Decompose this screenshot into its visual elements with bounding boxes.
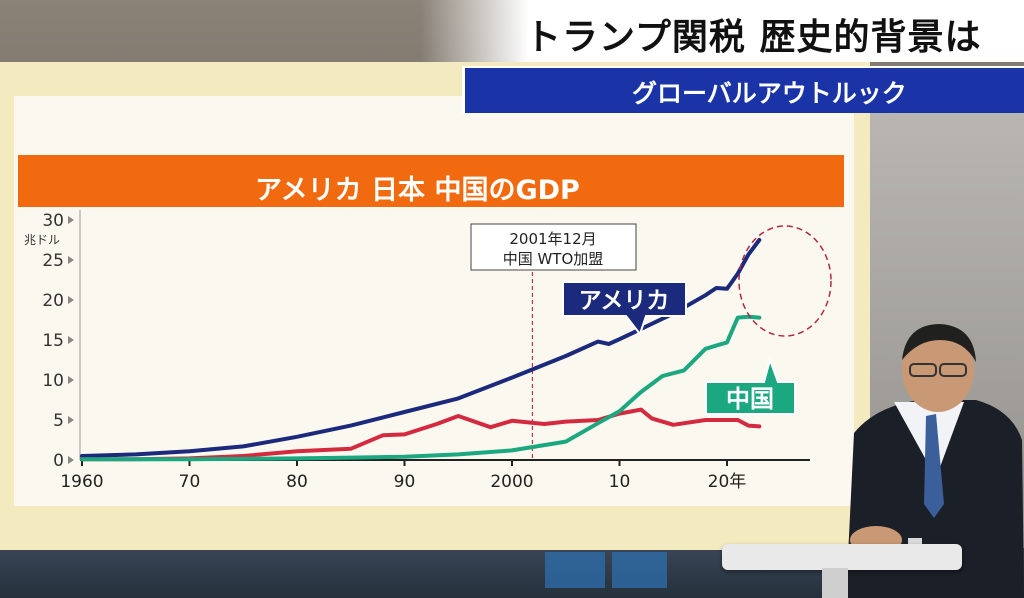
chart-header-bar — [18, 155, 844, 207]
usa-gdp-line — [80, 238, 762, 458]
y-tick-label: 25 — [42, 251, 64, 271]
y-tick-marker — [68, 456, 74, 464]
x-tick-label: 10 — [609, 472, 631, 492]
wto-annotation-date: 2001年12月 — [509, 230, 596, 248]
usa-callout-box — [562, 281, 687, 337]
y-tick-label: 0 — [53, 451, 64, 471]
presenter-desk-leg — [822, 568, 848, 598]
usa-callout-label: アメリカ — [579, 288, 670, 314]
y-tick-marker — [68, 256, 74, 264]
y-tick-marker — [68, 376, 74, 384]
y-tick-marker — [68, 216, 74, 224]
x-tick-label: 70 — [179, 472, 201, 492]
y-tick-marker — [68, 416, 74, 424]
presenter-desk — [722, 544, 962, 570]
y-tick-label: 10 — [42, 371, 64, 391]
studio-panel — [545, 552, 605, 588]
x-tick-label: 80 — [286, 472, 308, 492]
japan-gdp-line — [80, 407, 762, 462]
china-callout-label: 中国 — [726, 385, 774, 413]
china-callout-box — [705, 356, 796, 415]
y-tick-marker — [68, 336, 74, 344]
x-tick-label: 1960 — [60, 472, 103, 492]
china-gdp-line — [80, 314, 762, 462]
y-tick-label: 5 — [53, 411, 64, 431]
program-subtitle-bar — [462, 66, 1024, 113]
y-tick-label: 15 — [42, 331, 64, 351]
program-subtitle: グローバルアウトルック — [632, 79, 907, 108]
program-title: トランプ関税 歴史的背景は — [525, 17, 982, 58]
x-tick-label: 20年 — [708, 472, 747, 492]
y-axis-unit: 兆ドル — [24, 233, 60, 247]
studio-panel — [612, 552, 667, 588]
wto-annotation-box — [470, 223, 637, 271]
x-tick-label: 2000 — [490, 472, 533, 492]
chart-title: アメリカ 日本 中国のGDP — [255, 175, 580, 206]
y-tick-label: 30 — [42, 211, 64, 231]
caption-bar — [420, 0, 1024, 62]
y-tick-marker — [68, 296, 74, 304]
highlight-circle — [738, 225, 832, 337]
y-tick-label: 20 — [42, 291, 64, 311]
wto-annotation-event: 中国 WTO加盟 — [503, 250, 604, 268]
x-tick-label: 90 — [394, 472, 416, 492]
